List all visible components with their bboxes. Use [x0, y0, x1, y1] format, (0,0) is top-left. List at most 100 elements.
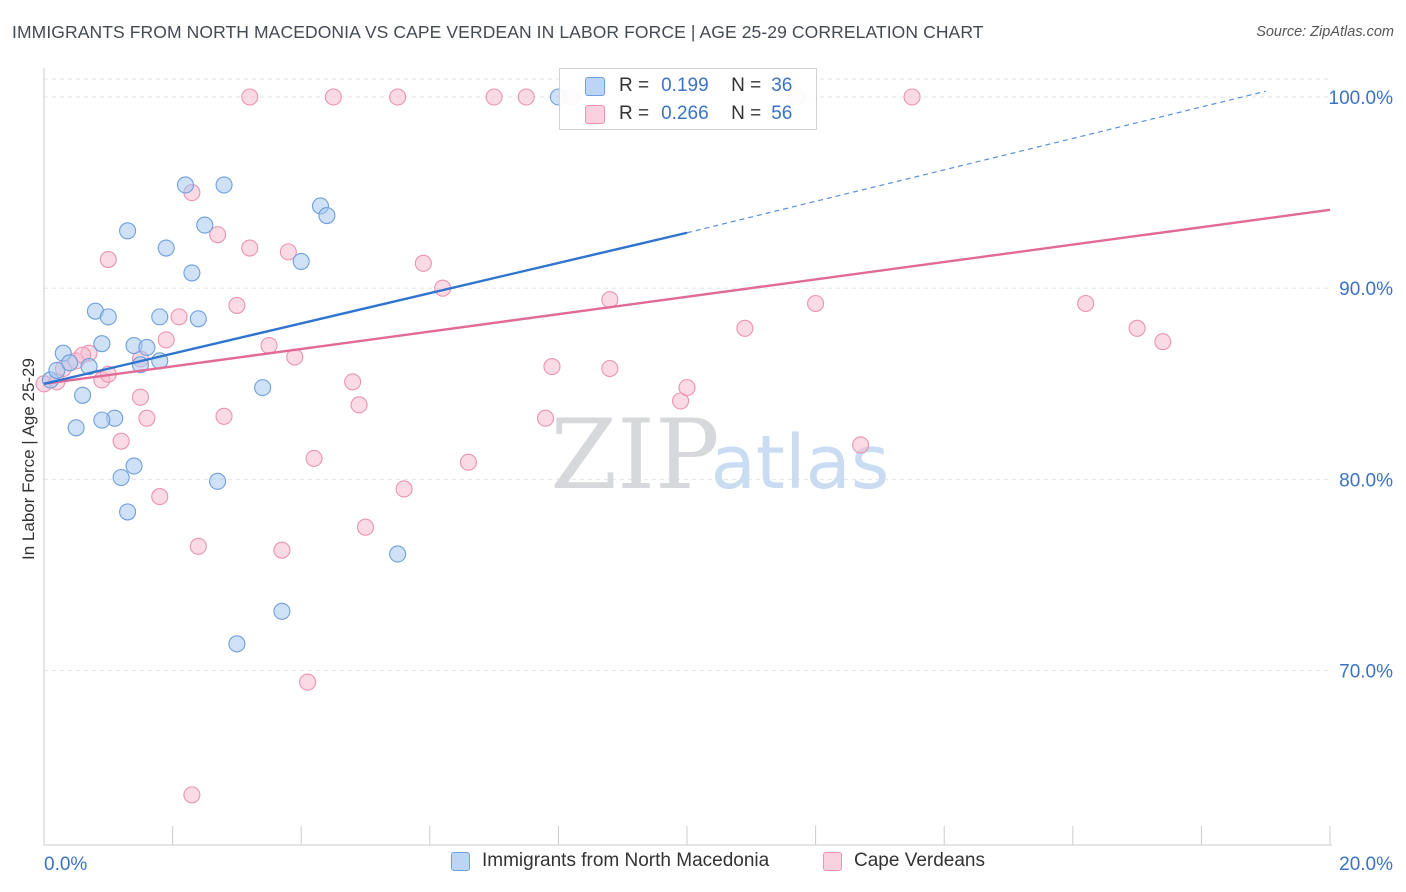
point-north-macedonia: [228, 635, 246, 653]
point-cape-verdeans: [543, 358, 561, 376]
point-north-macedonia: [74, 386, 92, 404]
y-tick-label: 90.0%: [1339, 279, 1393, 300]
watermark-atlas: atlas: [711, 420, 890, 506]
point-cape-verdeans: [344, 373, 362, 391]
point-cape-verdeans: [601, 359, 619, 378]
point-cape-verdeans: [852, 436, 870, 454]
point-north-macedonia: [99, 308, 117, 326]
point-north-macedonia: [189, 310, 207, 328]
y-axis-title: In Labor Force | Age 25-29: [19, 358, 38, 560]
point-cape-verdeans: [209, 226, 227, 244]
x-tick-label: 20.0%: [1339, 854, 1393, 875]
point-cape-verdeans: [350, 396, 368, 414]
watermark: ZIP atlas: [550, 399, 889, 511]
point-cape-verdeans: [170, 308, 188, 326]
point-cape-verdeans: [536, 409, 555, 427]
point-cape-verdeans: [1128, 319, 1146, 337]
axes: [43, 68, 1332, 846]
axis-labels: 70.0% 80.0% 90.0% 100.0% 0.0% 20.0% In Labor F…: [19, 88, 1393, 875]
legend-item-cape-verdeans: Cape Verdeans: [823, 850, 985, 872]
point-north-macedonia: [196, 216, 214, 234]
point-north-macedonia: [119, 222, 137, 240]
point-cape-verdeans: [112, 432, 130, 450]
point-north-macedonia: [209, 472, 227, 490]
trend-line-north-macedonia-extension: [686, 90, 1266, 234]
point-north-macedonia: [80, 358, 98, 376]
legend-row-pink: R = 0.266 N = 56: [585, 101, 793, 127]
trend-line-north-macedonia: [43, 231, 688, 385]
y-tick-label: 80.0%: [1339, 470, 1393, 491]
legend-n-value: 56: [771, 103, 793, 124]
trend-lines: [43, 90, 1331, 385]
point-north-macedonia: [292, 252, 310, 270]
point-north-macedonia: [93, 335, 111, 353]
point-north-macedonia: [183, 264, 201, 282]
legend-n-label: N =: [731, 103, 762, 124]
point-cape-verdeans: [678, 379, 696, 397]
point-cape-verdeans: [356, 518, 375, 536]
point-north-macedonia: [48, 361, 66, 379]
point-cape-verdeans: [151, 488, 169, 506]
y-tick-label: 70.0%: [1339, 662, 1393, 683]
point-cape-verdeans: [299, 673, 317, 691]
point-cape-verdeans: [324, 88, 342, 106]
legend-swatch-pink: [585, 104, 605, 124]
y-tick-label: 100.0%: [1329, 88, 1394, 109]
point-north-macedonia: [61, 354, 79, 372]
legend-label: Immigrants from North Macedonia: [482, 850, 770, 871]
point-cape-verdeans: [215, 407, 233, 425]
point-cape-verdeans: [414, 254, 432, 272]
point-cape-verdeans: [279, 243, 297, 261]
point-cape-verdeans: [459, 453, 477, 471]
point-cape-verdeans: [99, 250, 117, 269]
point-north-macedonia: [318, 206, 336, 225]
point-north-macedonia: [125, 457, 143, 475]
point-north-macedonia: [176, 176, 195, 194]
point-cape-verdeans: [601, 291, 619, 309]
point-north-macedonia: [151, 308, 169, 326]
point-north-macedonia: [119, 503, 137, 521]
point-cape-verdeans: [241, 239, 259, 257]
x-tick-label: 0.0%: [44, 854, 87, 875]
point-cape-verdeans: [305, 449, 323, 467]
blue-series-points: [41, 88, 567, 653]
point-cape-verdeans: [273, 541, 291, 559]
correlation-legend: R = 0.199 N = 36 R = 0.266 N = 56: [559, 68, 817, 130]
point-cape-verdeans: [395, 480, 413, 498]
legend-swatch-blue: [585, 76, 605, 96]
point-north-macedonia: [273, 602, 291, 620]
point-cape-verdeans: [189, 537, 207, 555]
point-cape-verdeans: [807, 294, 825, 313]
point-north-macedonia: [138, 338, 156, 357]
point-cape-verdeans: [1154, 333, 1172, 351]
legend-row-blue: R = 0.199 N = 36: [585, 73, 792, 99]
legend-swatch-blue: [451, 851, 470, 871]
legend-r-value: 0.266: [661, 103, 709, 124]
chart-title: IMMIGRANTS FROM NORTH MACEDONIA VS CAPE …: [12, 22, 984, 42]
point-cape-verdeans: [1077, 294, 1095, 313]
point-north-macedonia: [254, 379, 272, 397]
point-cape-verdeans: [131, 388, 149, 406]
legend-label: Cape Verdeans: [854, 850, 985, 871]
legend-r-value: 0.199: [661, 75, 709, 96]
legend-r-label: R =: [619, 103, 650, 124]
point-cape-verdeans: [903, 88, 921, 106]
legend-swatch-pink: [823, 851, 842, 871]
legend-r-label: R =: [619, 75, 650, 96]
grid-lines: [44, 78, 1330, 672]
point-cape-verdeans: [260, 337, 278, 355]
watermark-zip: ZIP: [550, 399, 719, 511]
point-cape-verdeans: [241, 88, 259, 106]
point-cape-verdeans: [157, 331, 175, 349]
point-cape-verdeans: [389, 88, 407, 106]
legend-item-north-macedonia: Immigrants from North Macedonia: [451, 850, 769, 872]
trend-line-cape-verdeans: [43, 208, 1331, 385]
series-legend: Immigrants from North Macedonia Cape Ver…: [0, 850, 1406, 880]
legend-n-label: N =: [731, 75, 762, 96]
point-cape-verdeans: [228, 296, 246, 314]
point-north-macedonia: [157, 239, 175, 257]
point-cape-verdeans: [138, 409, 156, 427]
point-north-macedonia: [67, 419, 85, 437]
point-cape-verdeans: [485, 88, 503, 106]
